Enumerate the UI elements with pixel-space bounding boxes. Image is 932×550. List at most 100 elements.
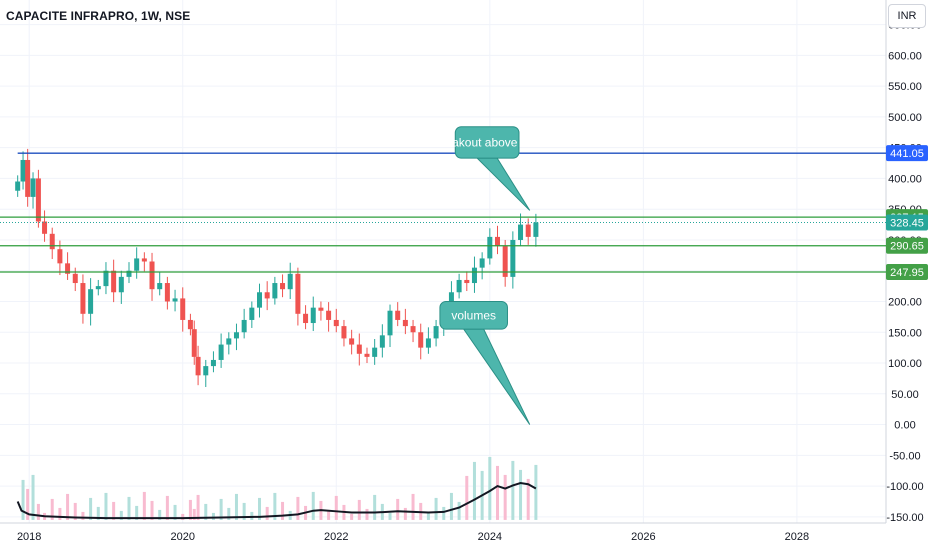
candle-body xyxy=(494,236,500,247)
callout-box[interactable] xyxy=(439,300,508,330)
x-tick-label: 2018 xyxy=(17,531,41,543)
volume-bar xyxy=(31,474,35,520)
volume-bar xyxy=(127,496,131,520)
volume-bar xyxy=(142,491,146,520)
candle-body xyxy=(187,319,193,330)
candle-body xyxy=(226,338,232,345)
candle-body xyxy=(303,313,309,324)
candle-body xyxy=(15,181,21,191)
volume-bar xyxy=(227,507,231,520)
volume-bar xyxy=(457,501,461,520)
x-tick-label: 2028 xyxy=(785,531,809,543)
price-tag xyxy=(886,263,928,280)
volume-bar xyxy=(534,464,538,520)
volume-bar xyxy=(403,507,407,520)
y-tick-label: 400.00 xyxy=(888,173,922,185)
candle-body xyxy=(310,307,316,324)
volume-bar xyxy=(472,461,476,520)
candle-body xyxy=(287,273,293,290)
callout-text: Breakout above 339 xyxy=(433,135,541,149)
volume-bar xyxy=(503,474,507,520)
candle-body xyxy=(295,273,301,314)
volume-bar xyxy=(258,497,262,520)
volume-bar xyxy=(81,511,85,520)
candle-body xyxy=(364,353,370,357)
candle-body xyxy=(111,270,117,293)
volume-bar xyxy=(204,503,208,520)
volume-bar xyxy=(26,488,30,520)
candle-body xyxy=(103,270,109,287)
price-tag-label: 441.05 xyxy=(890,148,924,160)
callout-text: volumes xyxy=(451,308,496,322)
volume-bar xyxy=(119,510,123,520)
volume-bar xyxy=(219,498,223,520)
candle-body xyxy=(80,283,86,314)
volume-bar xyxy=(388,512,392,520)
volume-bar xyxy=(373,494,377,520)
volume-bar xyxy=(196,494,200,520)
x-tick-label: 2022 xyxy=(324,531,348,543)
candle-body xyxy=(418,332,424,348)
x-tick-label: 2026 xyxy=(631,531,655,543)
candle-body xyxy=(149,261,155,290)
y-tick-label: 0.00 xyxy=(894,420,915,432)
candle-body xyxy=(387,310,393,336)
volume-bar xyxy=(357,499,361,520)
volume-bar xyxy=(73,502,77,520)
callout-pointer xyxy=(462,328,531,425)
price-tag xyxy=(886,237,928,254)
candle-body xyxy=(471,267,477,284)
x-tick-label: 2024 xyxy=(478,531,502,543)
volume-bar xyxy=(495,465,499,520)
volume-bar xyxy=(434,497,438,520)
volume-bar xyxy=(96,506,100,520)
candle-body xyxy=(533,222,539,237)
candle-body xyxy=(141,258,147,262)
volume-bar xyxy=(350,513,354,520)
volume-bar xyxy=(173,504,177,520)
candle-body xyxy=(525,224,531,237)
volume-bar xyxy=(211,512,215,520)
y-tick-label: 100.00 xyxy=(888,358,922,370)
volume-bar xyxy=(188,499,192,520)
y-tick-label: -150.00 xyxy=(886,512,923,524)
candle-body xyxy=(464,279,470,284)
volume-bar xyxy=(150,500,154,520)
candle-body xyxy=(72,273,78,284)
volume-bar xyxy=(442,506,446,520)
callout-box[interactable] xyxy=(454,126,520,159)
y-tick-label: 500.00 xyxy=(888,112,922,124)
volume-bar xyxy=(411,493,415,520)
candle-body xyxy=(372,347,378,357)
candle-body xyxy=(502,246,508,277)
candle-body xyxy=(172,298,178,302)
volume-bar xyxy=(327,509,331,520)
volume-bar xyxy=(36,503,40,520)
volume-bar xyxy=(89,497,93,520)
candle-body xyxy=(30,178,36,197)
price-tag-label: 290.65 xyxy=(890,241,924,253)
volume-bar xyxy=(181,513,185,520)
candle-body xyxy=(191,329,197,357)
candle-body xyxy=(280,283,286,290)
symbol-title: CAPACITE INFRAPRO, 1W, NSE xyxy=(6,9,191,23)
volume-bar xyxy=(465,475,469,520)
candle-body xyxy=(356,344,362,354)
y-tick-label: 50.00 xyxy=(891,389,919,401)
candle-body xyxy=(65,263,71,274)
volume-bar xyxy=(165,495,169,520)
candle-body xyxy=(49,233,55,250)
candle-body xyxy=(157,283,163,290)
y-tick-label: -100.00 xyxy=(886,481,923,493)
candle-body xyxy=(410,326,416,333)
volume-bar xyxy=(426,511,430,520)
y-tick-label: 200.00 xyxy=(888,296,922,308)
y-tick-label: 150.00 xyxy=(888,327,922,339)
currency-button[interactable]: INR xyxy=(888,4,926,28)
candle-body xyxy=(326,310,332,320)
volume-bar xyxy=(234,493,238,520)
candle-body xyxy=(195,356,201,376)
volume-bar xyxy=(449,492,453,520)
